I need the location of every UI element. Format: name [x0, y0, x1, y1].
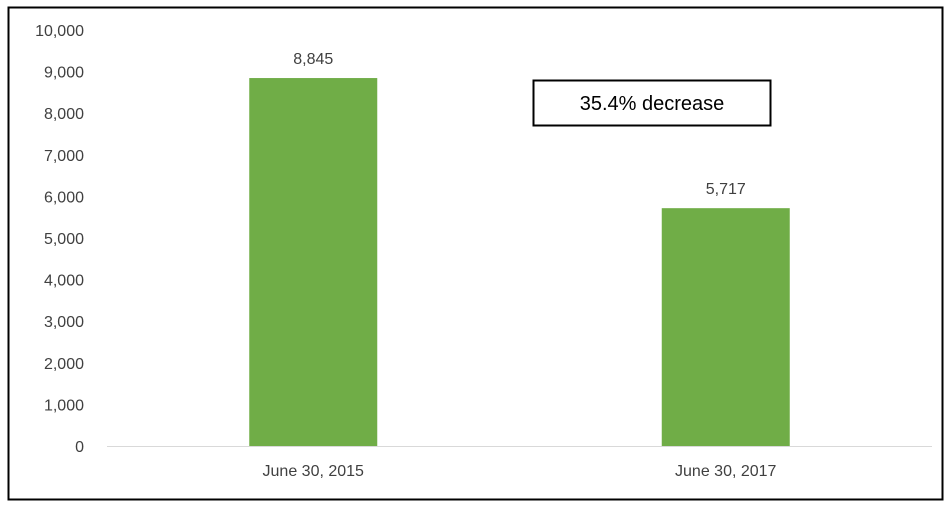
y-tick-label: 9,000: [44, 65, 84, 82]
y-tick-label: 10,000: [35, 23, 84, 40]
chart-border: [7, 6, 944, 501]
y-tick-label: 6,000: [44, 189, 84, 206]
annotation-text: 35.4% decrease: [580, 93, 725, 115]
annotation-box: 35.4% decrease: [532, 79, 772, 127]
bars: [249, 78, 790, 446]
y-tick-label: 0: [75, 439, 84, 456]
y-tick-label: 5,000: [44, 231, 84, 248]
x-axis-ticks: June 30, 2015 June 30, 2017: [263, 463, 777, 480]
bar: [661, 208, 790, 446]
data-labels: 8,845 5,717: [293, 51, 746, 198]
y-tick-label: 4,000: [44, 273, 84, 290]
y-tick-label: 3,000: [44, 314, 84, 331]
y-tick-label: 8,000: [44, 106, 84, 123]
y-tick-label: 7,000: [44, 148, 84, 165]
data-label: 8,845: [293, 51, 333, 68]
y-tick-label: 1,000: [44, 397, 84, 414]
y-axis-ticks: 0 1,000 2,000 3,000 4,000 5,000 6,000 7,000 8,00…: [35, 23, 84, 456]
x-tick-label: June 30, 2015: [263, 463, 365, 480]
y-tick-label: 2,000: [44, 356, 84, 373]
x-tick-label: June 30, 2017: [675, 463, 777, 480]
data-label: 5,717: [706, 181, 746, 198]
annotation-frame: [532, 79, 772, 127]
bar: [249, 78, 378, 446]
